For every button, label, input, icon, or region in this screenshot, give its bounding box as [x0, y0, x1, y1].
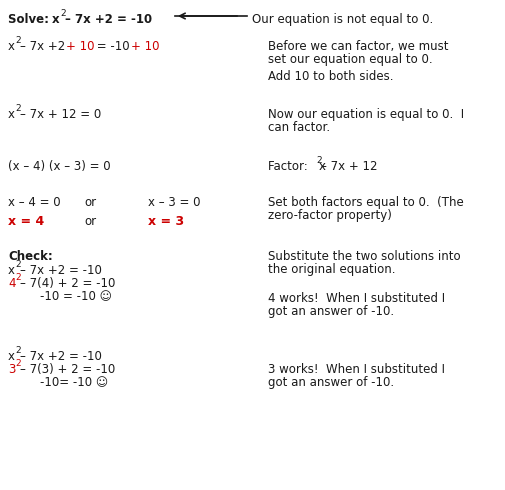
Text: x = 4: x = 4 [8, 215, 44, 228]
Text: 2: 2 [15, 36, 21, 45]
Text: Solve:: Solve: [8, 13, 57, 26]
Text: got an answer of -10.: got an answer of -10. [268, 376, 393, 389]
Text: 3: 3 [8, 363, 15, 376]
Text: – 7x + 12: – 7x + 12 [320, 160, 377, 173]
Text: x – 3 = 0: x – 3 = 0 [147, 196, 200, 209]
Text: – 7x +2: – 7x +2 [20, 40, 69, 53]
Text: Our equation is not equal to 0.: Our equation is not equal to 0. [251, 13, 432, 26]
Text: 2: 2 [15, 104, 21, 113]
Text: 2: 2 [15, 260, 21, 269]
Text: x: x [8, 350, 15, 363]
Text: x: x [8, 40, 15, 53]
Text: Before we can factor, we must: Before we can factor, we must [268, 40, 447, 53]
Text: Substitute the two solutions into: Substitute the two solutions into [268, 250, 460, 263]
Text: Check:: Check: [8, 250, 53, 263]
Text: x = 3: x = 3 [147, 215, 184, 228]
Text: Now our equation is equal to 0.  I: Now our equation is equal to 0. I [268, 108, 463, 121]
Text: 4: 4 [8, 277, 16, 290]
Text: 4 works!  When I substituted I: 4 works! When I substituted I [268, 292, 444, 305]
Text: 2: 2 [60, 9, 66, 18]
Text: + 10: + 10 [131, 40, 159, 53]
Text: – 7(4) + 2 = -10: – 7(4) + 2 = -10 [20, 277, 115, 290]
Text: Factor:   x: Factor: x [268, 160, 325, 173]
Text: – 7x +2 = -10: – 7x +2 = -10 [65, 13, 152, 26]
Text: – 7x +2 = -10: – 7x +2 = -10 [20, 350, 102, 363]
Text: the original equation.: the original equation. [268, 263, 395, 276]
Text: + 10: + 10 [66, 40, 94, 53]
Text: – 7x +2 = -10: – 7x +2 = -10 [20, 264, 102, 277]
Text: 2: 2 [15, 346, 21, 355]
Text: – 7x + 12 = 0: – 7x + 12 = 0 [20, 108, 101, 121]
Text: set our equation equal to 0.: set our equation equal to 0. [268, 53, 432, 66]
Text: Set both factors equal to 0.  (The: Set both factors equal to 0. (The [268, 196, 463, 209]
Text: zero-factor property): zero-factor property) [268, 209, 391, 222]
Text: 3 works!  When I substituted I: 3 works! When I substituted I [268, 363, 444, 376]
Text: or: or [84, 215, 96, 228]
Text: can factor.: can factor. [268, 121, 329, 134]
Text: Add 10 to both sides.: Add 10 to both sides. [268, 70, 393, 83]
Text: 2: 2 [15, 359, 21, 368]
Text: x: x [52, 13, 60, 26]
Text: 2: 2 [316, 156, 321, 165]
Text: x: x [8, 264, 15, 277]
Text: – 7(3) + 2 = -10: – 7(3) + 2 = -10 [20, 363, 115, 376]
Text: x: x [8, 108, 15, 121]
Text: got an answer of -10.: got an answer of -10. [268, 305, 393, 318]
Text: x – 4 = 0: x – 4 = 0 [8, 196, 61, 209]
Text: -10= -10 ☺: -10= -10 ☺ [40, 376, 108, 389]
Text: (x – 4) (x – 3) = 0: (x – 4) (x – 3) = 0 [8, 160, 111, 173]
Text: or: or [84, 196, 96, 209]
Text: -10 = -10 ☺: -10 = -10 ☺ [40, 290, 112, 303]
Text: = -10: = -10 [93, 40, 133, 53]
Text: 2: 2 [15, 273, 21, 282]
